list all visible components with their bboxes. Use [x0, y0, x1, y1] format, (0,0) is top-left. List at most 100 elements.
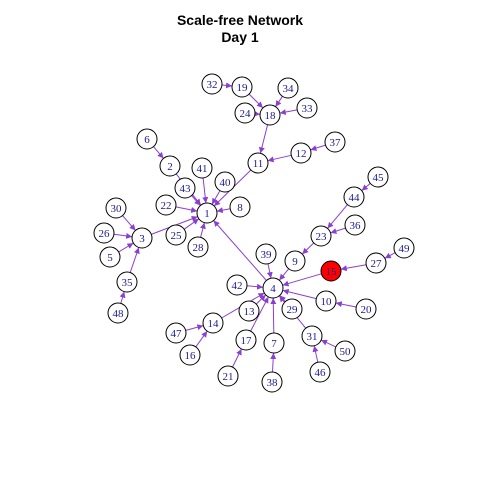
edge-45-to-44 [361, 183, 371, 191]
node-label: 10 [321, 296, 333, 308]
node-31: 31 [301, 325, 323, 347]
node-label: 31 [307, 331, 318, 343]
node-2: 2 [159, 155, 181, 177]
edge-10-to-4 [282, 288, 317, 300]
edge-8-to-1 [216, 207, 231, 214]
node-circle [234, 102, 256, 124]
node-label: 18 [265, 110, 277, 122]
node-label: 20 [361, 304, 373, 316]
edge-7-to-4 [270, 297, 277, 334]
node-label: 49 [399, 243, 411, 255]
edge-50-to-31 [320, 339, 337, 348]
node-circle [281, 298, 303, 320]
node-label: 50 [340, 346, 352, 358]
node-circle [365, 252, 387, 274]
node-circle [310, 225, 332, 247]
title-line-1: Scale-free Network [176, 12, 304, 28]
node-circle [334, 340, 356, 362]
edge-35-to-3 [129, 247, 140, 273]
edge-41-to-1 [202, 177, 209, 204]
node-37: 37 [324, 131, 346, 153]
node-46: 46 [309, 361, 331, 383]
node-circle [309, 361, 331, 383]
node-circle [259, 104, 281, 126]
node-26: 26 [93, 222, 115, 244]
node-label: 4 [270, 283, 276, 295]
node-40: 40 [214, 171, 236, 193]
node-label: 45 [373, 172, 385, 184]
node-label: 26 [99, 228, 111, 240]
node-label: 38 [267, 377, 279, 389]
edge-19-to-18 [248, 93, 264, 109]
node-circle [393, 237, 415, 259]
node-5: 5 [99, 246, 121, 268]
node-6: 6 [136, 128, 158, 150]
node-24: 24 [234, 102, 256, 124]
node-circle [187, 236, 209, 258]
edge-12-to-11 [267, 154, 292, 163]
node-circle [262, 277, 284, 299]
edge-30-to-3 [122, 215, 136, 231]
node-circle [355, 298, 377, 320]
node-label: 28 [193, 242, 205, 254]
node-label: 44 [349, 192, 361, 204]
edge-47-to-14 [185, 324, 204, 331]
node-circle [191, 157, 213, 179]
node-1: 1 [196, 202, 218, 224]
edge-39-to-4 [266, 263, 273, 279]
node-25: 25 [165, 224, 187, 246]
node-circle [343, 186, 365, 208]
node-label: 27 [371, 258, 383, 270]
edge-36-to-23 [330, 227, 346, 234]
node-circle [214, 171, 236, 193]
chart-title: Scale-free Network Day 1 [0, 12, 480, 46]
node-label: 25 [171, 230, 183, 242]
node-circle [196, 202, 218, 224]
node-label: 12 [296, 148, 307, 160]
edge-37-to-12 [310, 144, 326, 151]
node-circle [290, 142, 312, 164]
node-label: 8 [237, 202, 243, 214]
edge-4-to-1 [213, 220, 267, 281]
node-45: 45 [367, 166, 389, 188]
node-label: 24 [240, 108, 252, 120]
node-label: 13 [244, 306, 256, 318]
edges-layer [113, 82, 396, 373]
node-label: 15 [326, 266, 338, 278]
node-label: 16 [185, 350, 197, 362]
node-21: 21 [217, 365, 239, 387]
edge-44-to-23 [327, 204, 348, 229]
node-circle [165, 322, 187, 344]
node-circle [229, 196, 251, 218]
node-13: 13 [238, 300, 260, 322]
node-circle [107, 302, 129, 324]
node-label: 6 [144, 134, 150, 146]
edge-6-to-2 [153, 146, 164, 159]
edge-33-to-18 [279, 109, 298, 115]
edge-15-to-4 [282, 273, 322, 287]
node-29: 29 [281, 298, 303, 320]
node-16: 16 [179, 344, 201, 366]
edge-9-to-4 [278, 268, 290, 281]
node-label: 35 [122, 277, 134, 289]
node-circle [226, 274, 248, 296]
node-7: 7 [263, 332, 285, 354]
edge-20-to-10 [335, 301, 357, 308]
edge-5-to-3 [118, 242, 134, 253]
node-12: 12 [290, 142, 312, 164]
node-label: 39 [261, 249, 273, 261]
node-4: 4 [262, 277, 284, 299]
node-circle [165, 224, 187, 246]
node-label: 47 [171, 328, 183, 340]
node-32: 32 [201, 73, 223, 95]
node-circle [296, 97, 318, 119]
edge-42-to-4 [246, 283, 264, 290]
node-label: 41 [197, 163, 208, 175]
node-label: 11 [253, 158, 264, 170]
node-circle [301, 325, 323, 347]
node-circle [231, 76, 253, 98]
node-circle [136, 128, 158, 150]
node-circle [116, 271, 138, 293]
node-circle [217, 365, 239, 387]
